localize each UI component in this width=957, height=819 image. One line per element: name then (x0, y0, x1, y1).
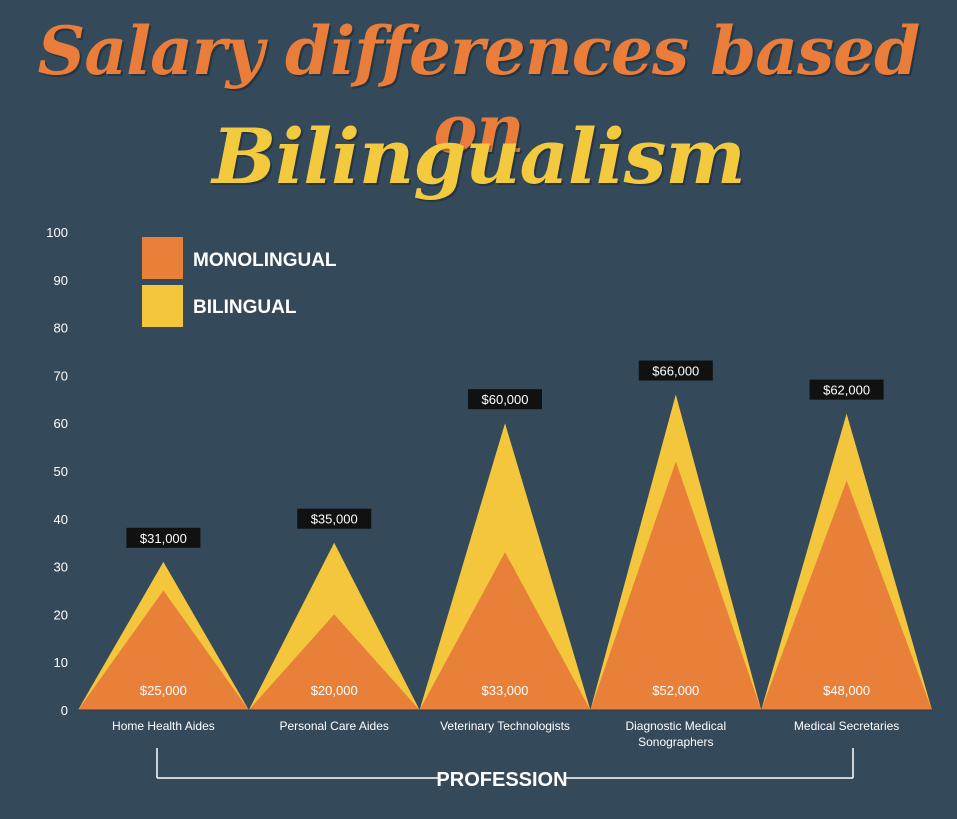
bilingual-value-box (126, 527, 201, 548)
bilingual-value-box (297, 508, 372, 529)
monolingual-value-label: $33,000 (482, 683, 529, 698)
x-category-label: Medical Secretaries (794, 719, 899, 733)
monolingual-peak (419, 552, 591, 710)
monolingual-peak (78, 590, 249, 710)
bilingual-value-label: $66,000 (652, 364, 699, 379)
monolingual-value-label: $20,000 (311, 683, 358, 698)
bilingual-value-label: $31,000 (140, 531, 187, 546)
legend-label-monolingual: MONOLINGUAL (193, 250, 337, 271)
bilingual-value-box (809, 379, 884, 400)
bilingual-value-box (468, 389, 542, 410)
y-tick-label: 100 (46, 225, 68, 240)
y-tick-label: 50 (54, 464, 68, 479)
y-tick-label: 10 (54, 655, 68, 670)
monolingual-peak (761, 480, 932, 710)
bilingual-value-label: $60,000 (482, 392, 529, 407)
monolingual-peak (590, 461, 762, 710)
y-tick-label: 20 (54, 607, 68, 622)
monolingual-value-label: $48,000 (823, 683, 870, 698)
bilingual-value-box (638, 360, 713, 381)
y-tick-label: 70 (54, 368, 68, 383)
bilingual-value-label: $35,000 (311, 512, 358, 527)
x-category-label: Sonographers (638, 735, 713, 749)
monolingual-value-label: $52,000 (652, 683, 699, 698)
legend-label-bilingual: BILINGUAL (193, 297, 297, 318)
monolingual-value-label: $25,000 (140, 683, 187, 698)
legend-swatch-bilingual (142, 285, 183, 327)
y-tick-label: 40 (54, 512, 68, 527)
x-category-label: Home Health Aides (112, 719, 215, 733)
legend-swatch-monolingual (142, 237, 183, 279)
x-category-label: Diagnostic Medical (625, 719, 726, 733)
x-category-label: Veterinary Technologists (440, 719, 570, 733)
title-line-1: Salary differences based on (37, 12, 921, 168)
title-line-2: Bilingualism (212, 112, 746, 201)
monolingual-peak (248, 614, 420, 710)
y-tick-label: 80 (54, 321, 68, 336)
y-tick-label: 0 (61, 703, 68, 718)
y-tick-label: 30 (54, 560, 68, 575)
x-axis-title: PROFESSION (436, 769, 567, 791)
x-category-label: Personal Care Aides (279, 719, 388, 733)
bilingual-value-label: $62,000 (823, 383, 870, 398)
y-tick-label: 60 (54, 416, 68, 431)
y-tick-label: 90 (54, 273, 68, 288)
